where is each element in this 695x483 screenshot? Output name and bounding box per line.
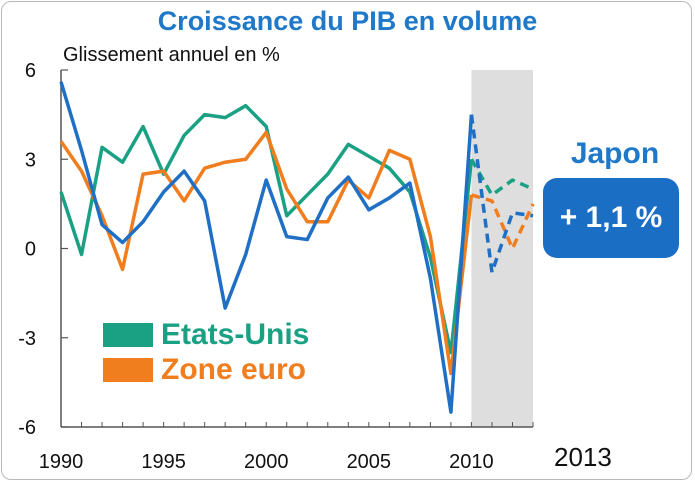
legend-item-zone-euro: Zone euro (103, 352, 309, 387)
series-line-japon (59, 81, 474, 414)
legend: Etats-Unis Zone euro (103, 317, 309, 387)
chart-title: Croissance du PIB en volume (157, 6, 538, 36)
y-tick-label: 6 (25, 60, 36, 82)
legend-item-etats-unis: Etats-Unis (103, 317, 309, 352)
callout-title: Japon (570, 137, 660, 170)
x-tick-label: 2005 (347, 451, 392, 473)
series-forecast-japon (469, 114, 534, 275)
x-tick-label: 1995 (141, 451, 186, 473)
x-extra-label: 2013 (554, 442, 612, 472)
legend-swatch-etats-unis (103, 322, 153, 347)
legend-label-etats-unis: Etats-Unis (161, 317, 310, 351)
series-line-etats-unis (59, 103, 474, 355)
x-tick-label: 2000 (244, 451, 289, 473)
chart-subtitle: Glissement annuel en % (63, 44, 280, 66)
series-forecast-etats-unis (469, 158, 534, 197)
x-tick-label: 2010 (449, 451, 494, 473)
y-tick-label: 3 (25, 149, 36, 171)
y-tick-label: -3 (18, 328, 36, 350)
series-forecast-zone-euro (470, 193, 535, 251)
callout-value: + 1,1 % (559, 201, 663, 234)
y-tick-label: 0 (25, 239, 36, 261)
callout-badge: + 1,1 % (543, 178, 679, 258)
legend-swatch-zone-euro (103, 357, 153, 382)
legend-label-zone-euro: Zone euro (161, 352, 307, 386)
y-tick-label: -6 (18, 417, 36, 439)
forecast-region (471, 70, 533, 427)
x-tick-label: 1990 (39, 451, 84, 473)
